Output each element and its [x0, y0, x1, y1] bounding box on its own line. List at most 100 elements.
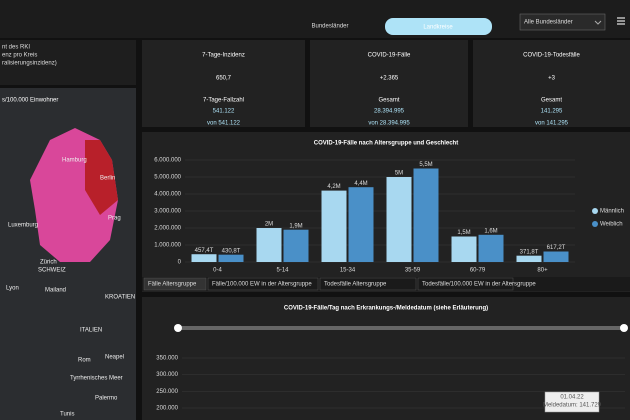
kpi-note: von 28.394.995 — [368, 121, 410, 127]
kpi-note: von 541.122 — [207, 121, 241, 127]
slider-handle[interactable] — [620, 324, 628, 332]
bar — [451, 236, 477, 262]
dropdown-label: Alle Bundesländer — [524, 20, 573, 26]
left-header-text: nt des RKI — [2, 45, 30, 51]
chart-title: COVID-19-Fälle/Tag nach Erkrankungs-/Mel… — [284, 306, 488, 312]
value-label: 4,2M — [327, 184, 340, 190]
bar — [413, 168, 439, 262]
kpi-title: 7-Tage-Inzidenz — [202, 53, 245, 59]
chart-tab-label[interactable]: Todesfälle Altersgruppe — [324, 282, 387, 288]
map-label: Rom — [78, 358, 91, 364]
map-label: ITALIEN — [80, 328, 102, 334]
x-tick-label: 60-79 — [470, 268, 486, 274]
bar — [256, 228, 282, 262]
kpi-sub-value: 141.295 — [541, 109, 563, 115]
tab[interactable]: Landkreise — [423, 25, 453, 31]
value-label: 5,5M — [419, 162, 432, 168]
kpi-sub-label: 7-Tage-Fallzahl — [203, 98, 244, 104]
legend-swatch — [592, 208, 598, 214]
bar — [543, 251, 569, 262]
map-label: Tunis — [60, 412, 74, 418]
map-label: Neapel — [105, 355, 124, 361]
tooltip-text: Meldedatum: 141.729 — [543, 403, 602, 409]
tab[interactable]: Bundesländer — [311, 24, 348, 30]
x-tick-label: 80+ — [537, 268, 548, 274]
dropdown[interactable] — [519, 13, 606, 31]
kpi-sub-label: Gesamt — [378, 98, 399, 104]
map-label: Luxemburg — [8, 223, 38, 229]
map-label: Prag — [108, 216, 121, 222]
chart-tab[interactable] — [143, 277, 207, 291]
map-region-high — [85, 140, 118, 215]
bar — [191, 254, 217, 262]
chart-panel — [142, 132, 630, 292]
value-label: 457,4T — [195, 248, 214, 254]
kpi-note: von 141.295 — [535, 121, 569, 127]
chart-tab-label[interactable]: Fälle Altersgruppe — [148, 282, 197, 288]
y-tick-label: 5.000.000 — [154, 175, 181, 181]
y-tick-label: 4.000.000 — [154, 192, 181, 198]
kpi-value: +3 — [548, 76, 556, 82]
left-header-text: ralisierungsinzidenz) — [2, 61, 57, 67]
left-header-text: enz pro Kreis — [2, 53, 37, 59]
chart-tab-label[interactable]: Todesfälle/100.000 EW in der Altersgrupp… — [422, 282, 536, 288]
bar — [516, 255, 542, 262]
chart-tab[interactable] — [417, 277, 514, 291]
value-label: 1,9M — [289, 223, 302, 229]
kpi-sub-value: 541.122 — [213, 109, 235, 115]
x-tick-label: 5-14 — [276, 268, 289, 274]
value-label: 2M — [265, 222, 273, 228]
dropdown-arrow — [594, 20, 602, 25]
y-tick-label: 0 — [178, 260, 182, 266]
kpi-sub-value: 28.394.995 — [374, 109, 405, 115]
bar — [218, 254, 244, 262]
bar — [348, 187, 374, 262]
x-tick-label: 0-4 — [213, 268, 222, 274]
tab-active[interactable] — [385, 18, 492, 35]
legend-swatch — [592, 221, 598, 227]
kpi-value: +2.365 — [380, 76, 399, 82]
map-title: s/100.000 Einwohner — [2, 98, 58, 104]
map-label: Tyrrhenisches Meer — [70, 376, 123, 382]
tooltip-text: 01.04.22 — [560, 395, 584, 401]
bar — [478, 234, 504, 262]
value-label: 1,5M — [457, 230, 470, 236]
value-label: 5M — [395, 171, 403, 177]
map-label: Lyon — [6, 286, 19, 292]
kpi-title: COVID-19-Fälle — [368, 53, 411, 59]
kpi-value: 650,7 — [216, 76, 232, 82]
map-label: Mailand — [45, 288, 66, 294]
kpi-card — [142, 40, 305, 127]
map-label: Palermo — [95, 396, 118, 402]
y-tick-label: 6.000.000 — [154, 158, 181, 164]
kpi-title: COVID-19-Todesfälle — [523, 53, 580, 59]
tooltip — [544, 391, 600, 413]
slider-handle[interactable] — [174, 324, 182, 332]
left-header — [0, 40, 136, 85]
chart-tab[interactable] — [319, 277, 417, 291]
chart-title: COVID-19-Fälle nach Altersgruppe und Ges… — [314, 141, 458, 147]
y-tick-label: 3.000.000 — [154, 209, 181, 215]
value-label: 4,4M — [354, 181, 367, 187]
map-label: KROATIEN — [105, 295, 135, 301]
kpi-card — [310, 40, 468, 127]
kpi-card — [473, 40, 630, 127]
menu-icon[interactable] — [617, 17, 625, 25]
bar — [283, 229, 309, 262]
map-label: SCHWEIZ — [38, 268, 66, 274]
chart-tab-label[interactable]: Fälle/100.000 EW in der Altersgruppe — [212, 282, 312, 288]
map-label: Zürich — [40, 260, 57, 266]
bar — [386, 177, 412, 262]
x-tick-label: 35-59 — [405, 268, 421, 274]
y-tick-label: 300.000 — [156, 372, 178, 378]
map-label: Berlin — [100, 176, 115, 182]
y-tick-label: 250.000 — [156, 389, 178, 395]
value-label: 617,2T — [547, 245, 566, 251]
legend-label: Weiblich — [600, 222, 623, 228]
y-tick-label: 2.000.000 — [154, 226, 181, 232]
kpi-sub-label: Gesamt — [541, 98, 562, 104]
legend-label: Männlich — [600, 209, 624, 215]
chart-tab[interactable] — [207, 277, 319, 291]
